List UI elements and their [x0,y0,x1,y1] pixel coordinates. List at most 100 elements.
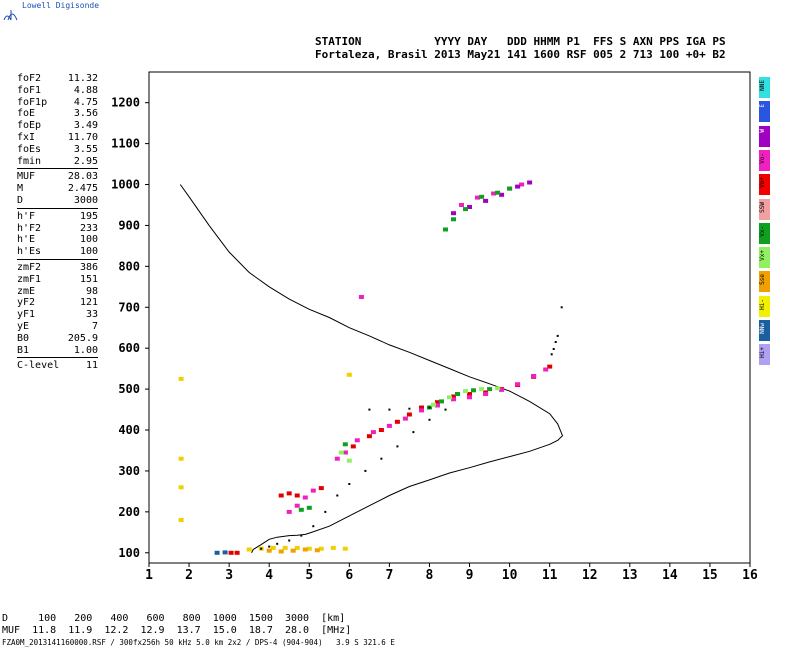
param-label: zmE [17,285,36,297]
echo-point-vx [451,217,456,222]
echo-point-hi [306,546,312,551]
echo-point-vx [447,395,452,400]
param-row: foF1p 4.75 [17,97,98,109]
params-separator [17,207,98,209]
x-tick-label: 9 [466,568,474,583]
param-value: 151 [79,273,98,285]
echo-point-vo [491,191,497,196]
legend-label: Vx- [759,225,766,237]
echo-point-vo [286,491,292,496]
legend-label: NNE [759,80,766,91]
x-tick-label: 13 [622,568,638,583]
param-value: 3.49 [73,120,98,132]
echo-point-hi [270,545,276,550]
echo-point-trace [324,510,327,513]
param-value: 121 [79,297,98,309]
y-tick-label: 600 [118,341,140,355]
brand-label: Lowell Digisonde [22,1,100,10]
x-tick-label: 7 [385,568,393,583]
param-label: h'Es [17,246,42,258]
echo-point-vo [358,295,364,299]
param-label: C-level [17,360,60,372]
echo-point-vo [278,493,284,498]
y-tick-label: 1200 [111,96,140,110]
echo-point-vo [354,438,360,443]
legend-swatch-hi: Hi+ [759,344,770,366]
param-value: 195 [79,210,98,222]
echo-point-w [527,180,533,185]
echo-point-vo [334,456,340,461]
echo-point-sse [266,548,272,553]
param-row: D 3000 [17,195,98,207]
legend-swatch-vx: Vx+ [759,247,770,269]
legend-swatch-vx: Vx- [759,222,770,244]
param-row: zmF2 386 [17,262,98,274]
echo-point-vx [342,442,348,447]
param-row: h'F2 233 [17,223,98,235]
param-label: yE [17,320,30,332]
param-label: yF2 [17,297,36,309]
param-value: 233 [79,222,98,234]
legend-swatch-vo: Vo+ [759,174,770,196]
echo-point-vo [435,400,440,405]
legend-label: Vx+ [759,250,766,261]
echo-point-trace [552,348,555,350]
echo-point-hi [294,545,300,550]
echo-point-vx [495,386,501,391]
param-value: 3.56 [73,108,98,120]
footer-distance-row: D 100 200 400 600 800 1000 1500 3000 [km… [2,613,346,624]
param-value: 98 [85,285,98,297]
echo-point-vx [495,190,501,195]
echo-point-nnw [222,550,228,555]
x-tick-label: 11 [542,568,558,583]
echo-point-vo [531,374,537,378]
param-value: 2.95 [73,155,98,167]
echo-point-trace [288,539,291,542]
x-tick-label: 5 [305,568,313,583]
echo-point-trace [554,341,557,343]
echo-point-vo [499,387,505,392]
echo-point-sse [278,549,284,554]
echo-point-vx [431,402,436,407]
echo-point-hi [246,547,252,552]
echo-point-trace [348,483,351,485]
param-row: yE 7 [17,321,98,333]
echo-point-vo [386,423,392,428]
legend-label: E [759,104,766,108]
param-row: h'E 100 [17,234,98,246]
footer-file-info: FZA0M_2013141160000.RSF / 300fx256h 50 k… [2,638,395,647]
echo-point-vx [306,505,312,510]
param-label: B0 [17,332,30,344]
echo-point-w [467,205,472,209]
profile-curve [179,184,564,554]
echo-point-vo [419,405,424,410]
echo-point-vx [471,388,476,393]
echo-point-hi [178,518,184,522]
echo-point-vo [366,434,372,439]
param-row: foF1 4.88 [17,85,98,97]
echo-point-vo [475,195,480,200]
x-tick-label: 10 [502,568,518,583]
param-value: 100 [79,246,98,258]
echo-point-sse [290,548,296,553]
echo-point-vx [463,207,468,212]
param-value: 4.75 [73,96,98,108]
param-value: 3.55 [73,143,98,155]
echo-point-vx [487,387,493,392]
echo-point-vo [350,444,356,449]
echo-point-vo [451,394,456,399]
echo-point-hi [178,456,184,461]
echo-point-vo [318,486,324,491]
legend-label: Vo- [759,152,766,164]
param-label: M [17,183,24,195]
params-separator [17,258,98,260]
param-row: h'F 195 [17,211,98,223]
echo-point-vo [234,550,240,555]
header-values: Fortaleza, Brasil 2013 May21 141 1600 RS… [315,48,726,61]
y-tick-label: 400 [118,423,140,437]
param-value: 1.00 [73,344,98,356]
y-tick-label: 900 [118,218,140,232]
param-row: MUF 28.03 [17,171,98,183]
param-label: MUF [17,171,36,183]
legend-label: Sse [759,274,766,286]
